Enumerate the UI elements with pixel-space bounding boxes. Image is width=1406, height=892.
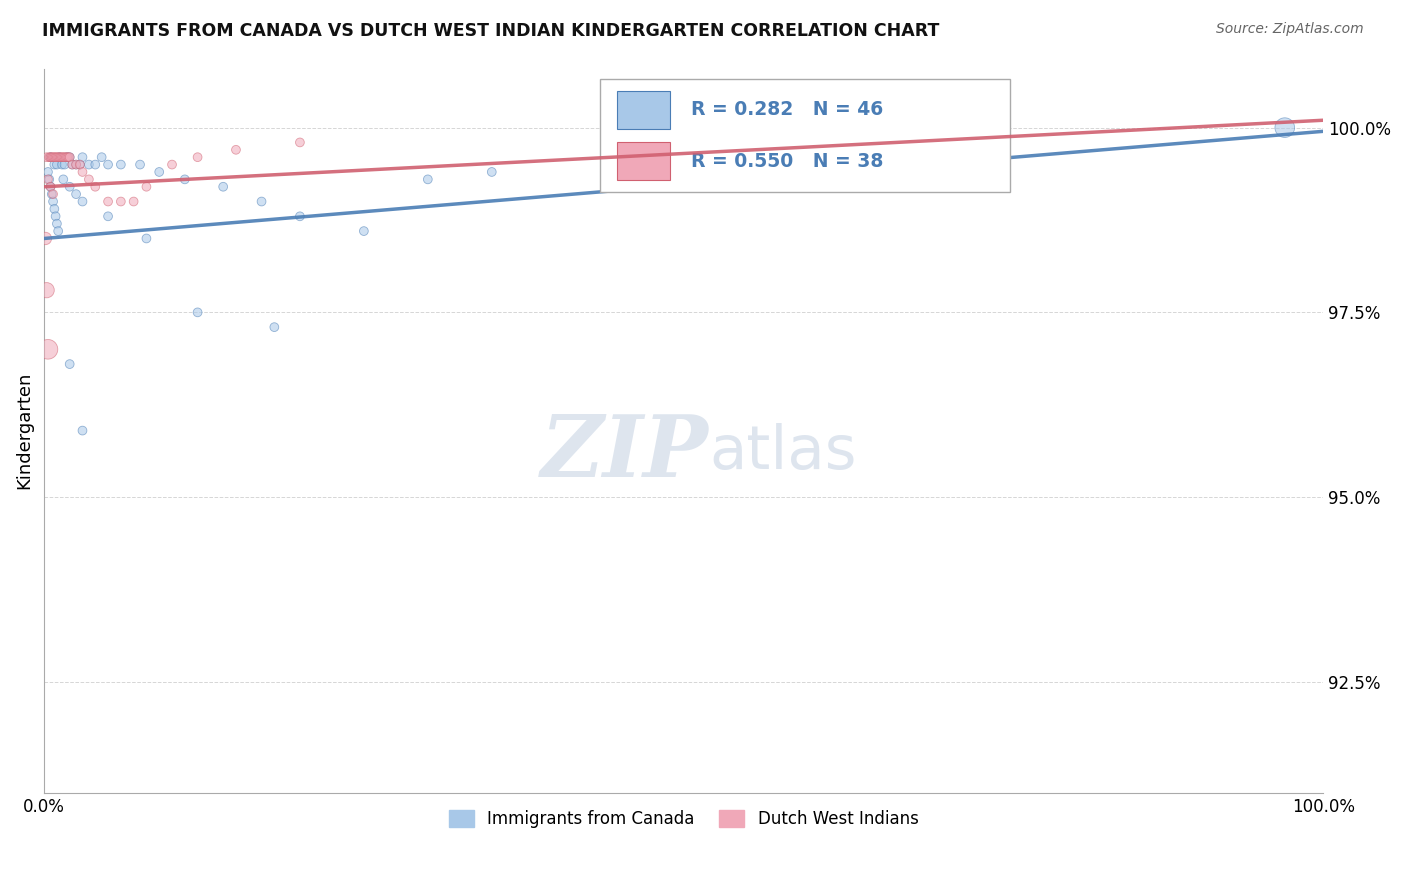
Point: [48, 150, 70, 164]
Point: [46, 224, 69, 238]
Point: [44, 150, 66, 164]
Point: [49, 150, 72, 164]
Point: [129, 158, 152, 172]
Point: [72, 150, 94, 164]
Point: [34, 231, 56, 245]
Point: [35, 283, 58, 297]
Point: [97, 194, 120, 209]
Point: [135, 179, 157, 194]
Point: [481, 165, 503, 179]
Point: [65, 187, 87, 202]
Point: [416, 172, 439, 186]
Point: [41, 187, 63, 202]
Point: [52, 172, 75, 186]
Point: [212, 179, 235, 194]
Point: [59, 179, 82, 194]
Point: [44, 158, 66, 172]
Point: [148, 165, 170, 179]
Point: [55, 150, 77, 164]
Point: [60, 158, 83, 172]
Y-axis label: Kindergarten: Kindergarten: [15, 372, 32, 490]
Point: [53, 158, 76, 172]
Point: [187, 150, 209, 164]
Point: [135, 231, 157, 245]
Point: [59, 150, 82, 164]
Point: [42, 187, 65, 202]
Point: [42, 150, 65, 164]
Point: [45, 209, 67, 223]
Point: [110, 194, 132, 209]
Point: [1274, 120, 1296, 135]
Text: IMMIGRANTS FROM CANADA VS DUTCH WEST INDIAN KINDERGARTEN CORRELATION CHART: IMMIGRANTS FROM CANADA VS DUTCH WEST IND…: [42, 22, 939, 40]
Point: [44, 202, 66, 216]
Point: [187, 305, 209, 319]
Point: [39, 179, 62, 194]
Point: [84, 179, 107, 194]
Point: [97, 209, 120, 223]
Point: [65, 158, 87, 172]
Point: [37, 343, 59, 357]
Point: [39, 150, 62, 164]
Point: [42, 194, 65, 209]
Point: [353, 224, 375, 238]
Point: [58, 150, 80, 164]
Point: [35, 150, 58, 164]
Point: [37, 172, 59, 186]
Point: [65, 158, 87, 172]
Point: [110, 158, 132, 172]
Point: [72, 424, 94, 438]
Point: [45, 217, 67, 231]
Point: [51, 158, 73, 172]
Point: [52, 150, 75, 164]
Point: [263, 320, 285, 334]
Point: [48, 150, 70, 164]
Point: [288, 136, 311, 150]
Point: [38, 172, 60, 186]
Point: [53, 150, 76, 164]
Point: [122, 194, 145, 209]
Point: [90, 150, 112, 164]
Point: [56, 150, 79, 164]
Point: [37, 165, 59, 179]
Point: [39, 179, 62, 194]
Point: [69, 158, 91, 172]
Point: [56, 150, 79, 164]
Point: [72, 165, 94, 179]
Point: [77, 172, 100, 186]
Point: [97, 158, 120, 172]
Point: [69, 158, 91, 172]
Point: [288, 209, 311, 223]
Point: [46, 150, 69, 164]
Point: [41, 150, 63, 164]
Point: [39, 150, 62, 164]
Point: [45, 150, 67, 164]
Point: [160, 158, 183, 172]
Point: [250, 194, 273, 209]
Point: [225, 143, 247, 157]
Point: [59, 150, 82, 164]
Point: [77, 158, 100, 172]
Point: [84, 158, 107, 172]
Legend: Immigrants from Canada, Dutch West Indians: Immigrants from Canada, Dutch West India…: [441, 804, 925, 835]
Point: [38, 150, 60, 164]
Point: [60, 158, 83, 172]
Point: [72, 194, 94, 209]
Point: [45, 150, 67, 164]
Text: ZIP: ZIP: [541, 410, 709, 494]
Point: [45, 158, 67, 172]
Text: Source: ZipAtlas.com: Source: ZipAtlas.com: [1216, 22, 1364, 37]
Text: atlas: atlas: [709, 423, 856, 482]
Point: [59, 357, 82, 371]
Point: [173, 172, 195, 186]
Point: [51, 150, 73, 164]
